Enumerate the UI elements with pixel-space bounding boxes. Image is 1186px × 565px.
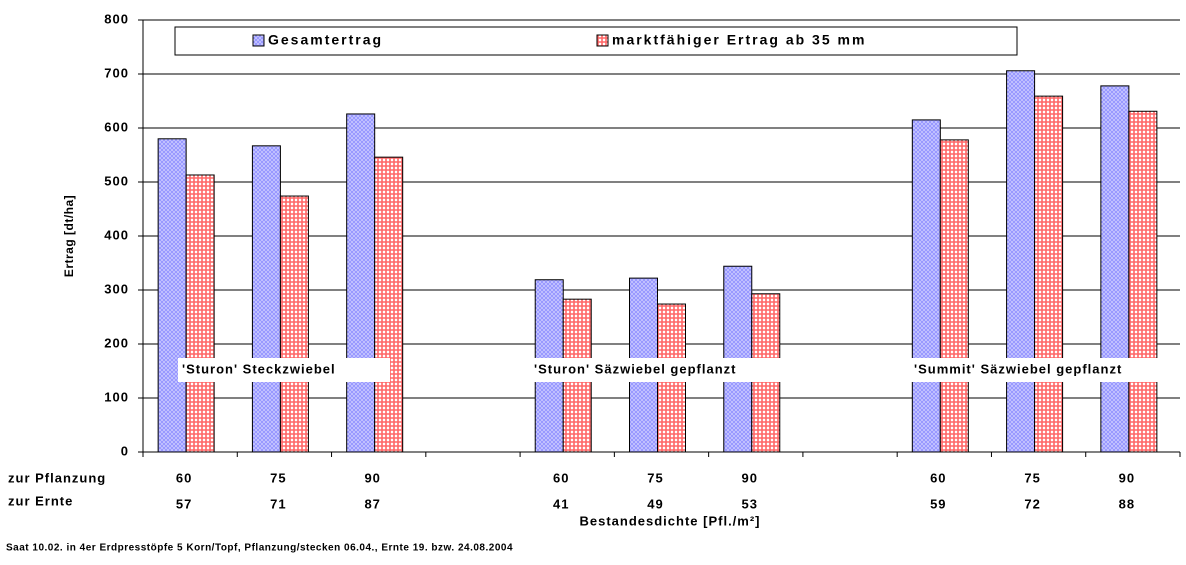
- y-tick-label: 400: [104, 227, 129, 242]
- row-label: zur Pflanzung: [8, 470, 106, 485]
- legend-swatch: [252, 34, 265, 47]
- x-tick-label: 75: [647, 470, 663, 485]
- annotation-box: [178, 358, 390, 382]
- x-tick-label-2: 49: [647, 496, 663, 511]
- x-tick-label: 75: [1024, 470, 1040, 485]
- x-tick-label-2: 88: [1119, 496, 1135, 511]
- bar: [1100, 85, 1130, 453]
- y-tick-label: 700: [104, 65, 129, 80]
- x-tick-label-2: 53: [742, 496, 758, 511]
- bar: [346, 113, 376, 453]
- x-tick-label: 60: [930, 470, 946, 485]
- legend-box: [174, 26, 1018, 56]
- annotation: 'Summit' Säzwiebel gepflanzt: [914, 361, 1122, 376]
- annotation-box: [910, 358, 1178, 382]
- x-tick-label: 90: [742, 470, 758, 485]
- bar: [279, 195, 309, 453]
- y-tick-label: 100: [104, 389, 129, 404]
- bar: [1006, 70, 1036, 453]
- bar: [911, 119, 941, 453]
- x-tick-label: 90: [364, 470, 380, 485]
- x-tick-label-2: 59: [930, 496, 946, 511]
- bar: [374, 156, 404, 453]
- y-tick-label: 800: [104, 11, 129, 26]
- y-tick-label: 500: [104, 173, 129, 188]
- x-tick-label-2: 71: [270, 496, 286, 511]
- legend-swatch: [596, 34, 609, 47]
- bar: [1128, 110, 1158, 453]
- bar: [1034, 95, 1064, 453]
- y-tick-label: 300: [104, 281, 129, 296]
- x-tick-label-2: 57: [176, 496, 192, 511]
- x-tick-label-2: 41: [553, 496, 569, 511]
- legend-label: Gesamtertrag: [268, 32, 383, 48]
- x-axis-title: Bestandesdichte [Pfl./m²]: [579, 513, 760, 528]
- y-tick-label: 0: [121, 443, 129, 458]
- bar: [939, 139, 969, 453]
- y-tick-label: 200: [104, 335, 129, 350]
- x-tick-label: 75: [270, 470, 286, 485]
- x-tick-label: 90: [1119, 470, 1135, 485]
- legend-label: marktfähiger Ertrag ab 35 mm: [612, 32, 866, 48]
- bar: [157, 138, 187, 453]
- bar: [185, 174, 215, 453]
- annotation: 'Sturon' Steckzwiebel: [182, 361, 336, 376]
- footnote: Saat 10.02. in 4er Erdpresstöpfe 5 Korn/…: [6, 543, 513, 554]
- y-tick-label: 600: [104, 119, 129, 134]
- annotation: 'Sturon' Säzwiebel gepflanzt: [534, 361, 736, 376]
- x-tick-label: 60: [553, 470, 569, 485]
- x-tick-label-2: 72: [1024, 496, 1040, 511]
- x-tick-label: 60: [176, 470, 192, 485]
- annotation-box: [530, 358, 785, 382]
- bar: [251, 145, 281, 453]
- x-tick-label-2: 87: [364, 496, 380, 511]
- y-axis-title: Ertrag [dt/ha]: [62, 195, 76, 277]
- row-label: zur Ernte: [8, 493, 73, 508]
